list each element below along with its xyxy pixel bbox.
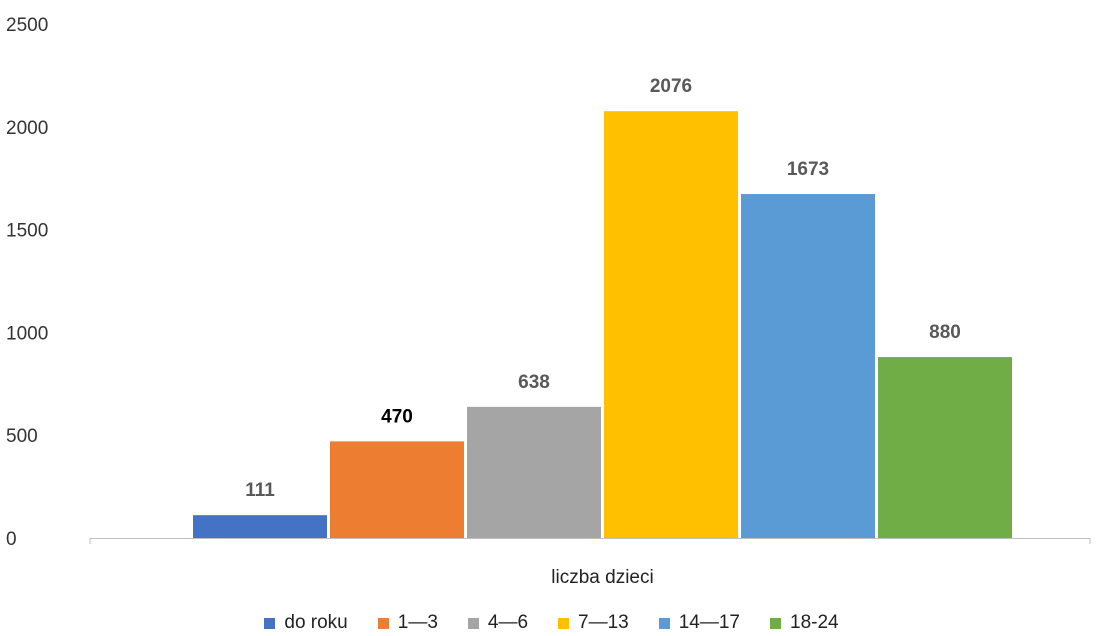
data-label: 880: [929, 322, 961, 343]
data-label: 470: [381, 406, 413, 427]
legend-label: do roku: [284, 612, 348, 633]
legend-item: 1—3: [377, 612, 438, 634]
legend-item: do roku: [264, 612, 348, 634]
legend-label: 7—13: [578, 612, 629, 633]
bars-group: [193, 111, 1012, 539]
legend-swatch: [467, 617, 479, 629]
legend-label: 14—17: [678, 612, 741, 633]
y-tick-label: 1000: [6, 323, 48, 344]
bar: [604, 111, 738, 538]
legend-label: 4—6: [487, 612, 529, 633]
category-label: liczba dzieci: [551, 567, 653, 588]
bar: [193, 515, 327, 538]
legend-swatch: [770, 617, 782, 629]
legend-item: 14—17: [658, 612, 741, 634]
bar: [467, 406, 601, 538]
legend-swatch: [658, 617, 670, 629]
data-labels-group: 111 470 638 2076 1673 880: [245, 76, 961, 501]
data-label: 638: [518, 372, 550, 393]
bar: [330, 441, 464, 538]
legend-label: 18-24: [790, 612, 839, 633]
data-label: 2076: [650, 76, 692, 97]
y-tick-label: 0: [6, 529, 17, 550]
data-label: 111: [245, 480, 275, 501]
legend-label: 1—3: [397, 612, 438, 633]
bar: [878, 357, 1012, 538]
data-label: 1673: [787, 159, 829, 180]
legend-item: 4—6: [467, 612, 529, 634]
legend-swatch: [377, 617, 389, 629]
legend-item: 18-24: [770, 612, 839, 634]
bar: [741, 194, 875, 539]
legend-item: 7—13: [558, 612, 629, 634]
legend: do roku 1—3 4—6 7—13 14—17 18-24: [0, 610, 1103, 636]
y-tick-label: 2500: [6, 15, 48, 36]
y-tick-label: 500: [6, 426, 38, 447]
y-tick-label: 2000: [6, 118, 48, 139]
legend-swatch: [264, 617, 276, 629]
y-tick-label: 1500: [6, 221, 48, 242]
legend-swatch: [558, 617, 570, 629]
y-axis-ticks: 0 500 1000 1500 2000 2500: [6, 15, 48, 550]
